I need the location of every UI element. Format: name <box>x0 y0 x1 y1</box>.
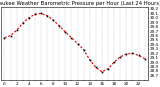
Title: Milwaukee Weather Barometric Pressure per Hour (Last 24 Hours): Milwaukee Weather Barometric Pressure pe… <box>0 1 160 6</box>
